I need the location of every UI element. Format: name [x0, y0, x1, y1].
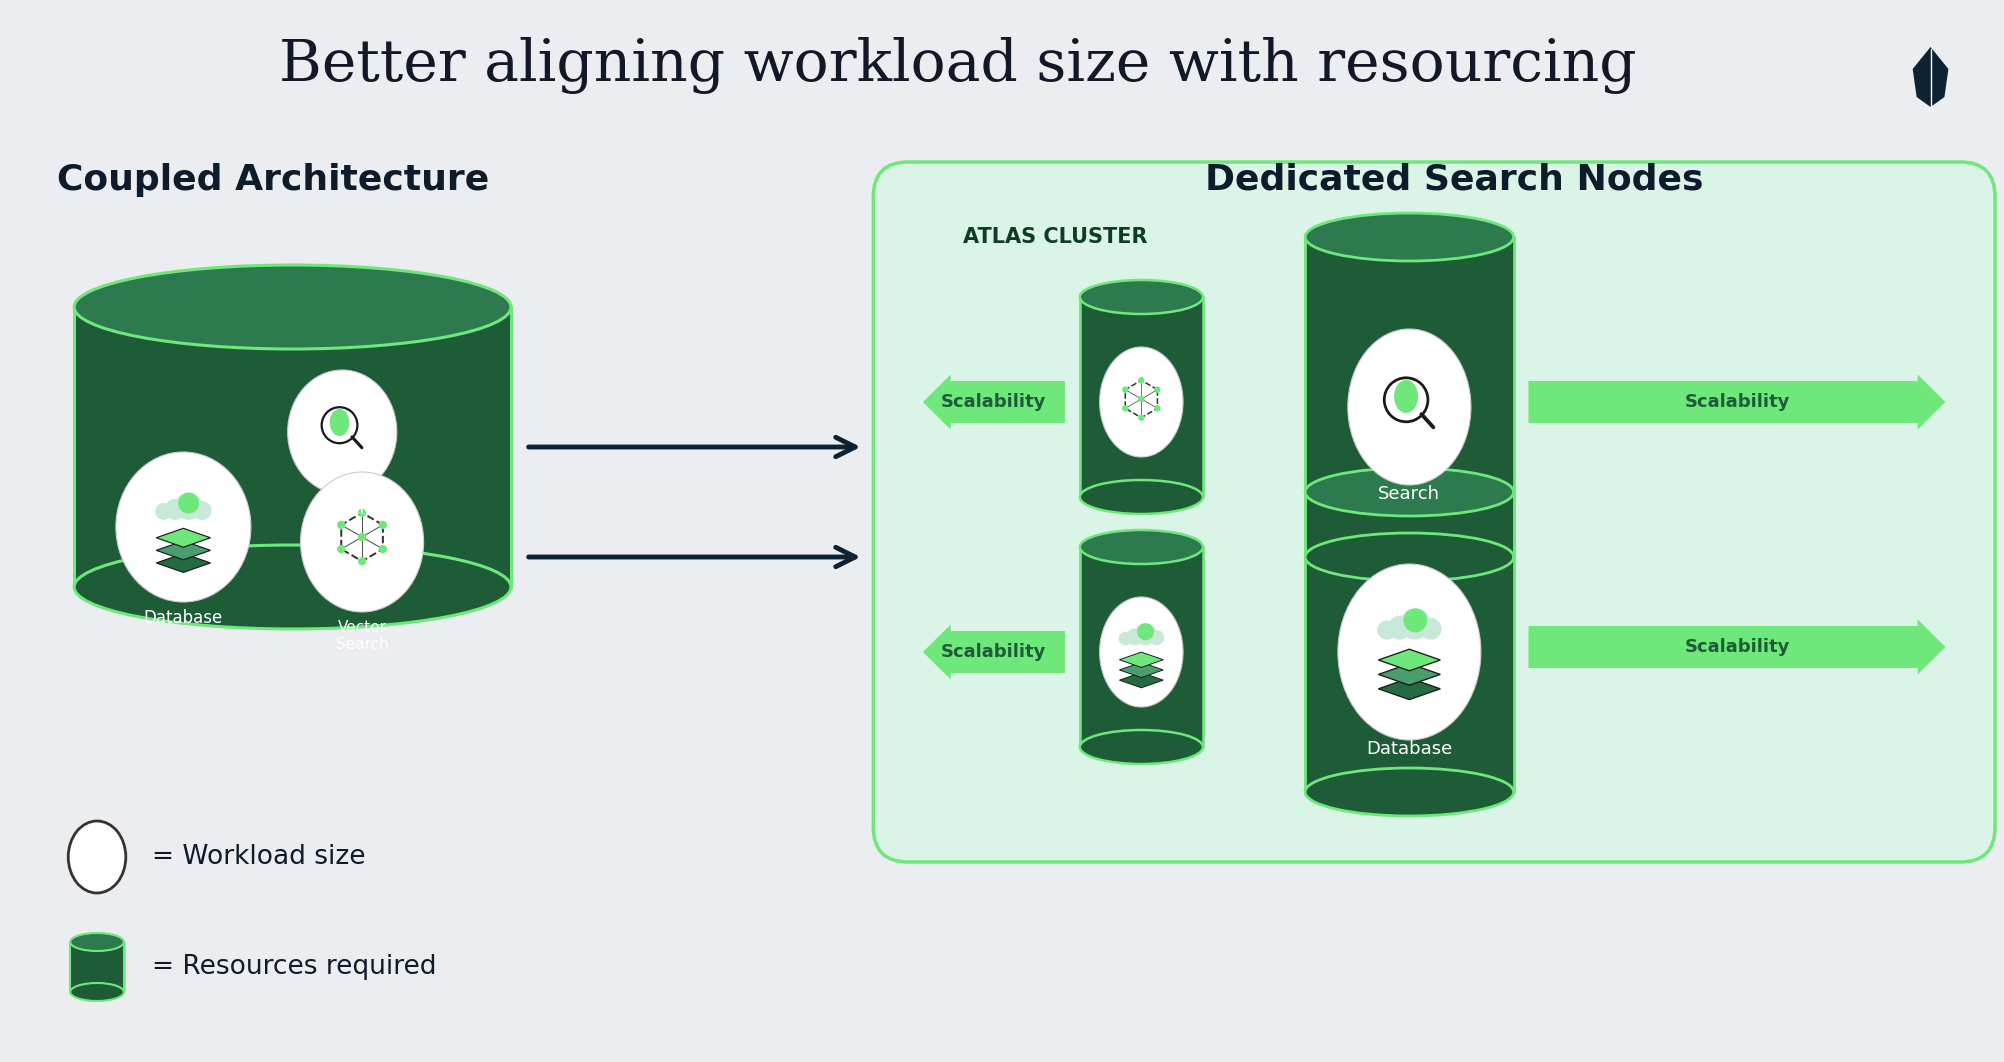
Ellipse shape — [1305, 213, 1513, 261]
Polygon shape — [1379, 649, 1441, 671]
Polygon shape — [1912, 47, 1948, 107]
Circle shape — [174, 493, 202, 520]
Text: = Resources required: = Resources required — [152, 954, 437, 980]
Circle shape — [379, 520, 387, 529]
Ellipse shape — [1305, 468, 1513, 516]
Polygon shape — [1305, 492, 1513, 792]
Circle shape — [178, 493, 198, 514]
Circle shape — [1401, 609, 1431, 639]
Ellipse shape — [289, 370, 397, 494]
Circle shape — [1138, 396, 1144, 402]
FancyBboxPatch shape — [874, 162, 1996, 862]
Ellipse shape — [1080, 730, 1202, 764]
Polygon shape — [1379, 664, 1441, 685]
Circle shape — [1154, 405, 1160, 412]
Ellipse shape — [1339, 564, 1481, 740]
Circle shape — [154, 503, 172, 520]
Text: Scalability: Scalability — [1683, 638, 1790, 656]
Text: Scalability: Scalability — [942, 643, 1046, 661]
Text: Scalability: Scalability — [942, 393, 1046, 411]
Circle shape — [1148, 630, 1164, 646]
Circle shape — [1138, 414, 1144, 421]
Ellipse shape — [1305, 768, 1513, 816]
Ellipse shape — [74, 266, 511, 349]
Circle shape — [359, 533, 367, 542]
Circle shape — [1122, 387, 1128, 393]
Text: = Workload size: = Workload size — [152, 844, 365, 870]
Ellipse shape — [1100, 347, 1182, 457]
FancyArrow shape — [924, 624, 1064, 680]
Ellipse shape — [70, 983, 124, 1001]
Circle shape — [192, 501, 212, 520]
FancyArrow shape — [924, 375, 1064, 429]
Polygon shape — [70, 942, 124, 992]
Ellipse shape — [1100, 597, 1182, 707]
Circle shape — [1122, 405, 1128, 412]
Circle shape — [1136, 623, 1154, 640]
Circle shape — [1377, 620, 1397, 639]
Circle shape — [1389, 616, 1411, 639]
Ellipse shape — [301, 472, 423, 612]
Circle shape — [359, 509, 367, 517]
Text: Database: Database — [144, 609, 222, 627]
Circle shape — [1403, 609, 1427, 632]
Ellipse shape — [1080, 530, 1202, 564]
Polygon shape — [1080, 297, 1202, 497]
Text: Database: Database — [1367, 740, 1453, 758]
Text: ATLAS CLUSTER: ATLAS CLUSTER — [962, 227, 1146, 247]
Ellipse shape — [116, 452, 250, 602]
Ellipse shape — [1395, 380, 1419, 413]
Ellipse shape — [70, 933, 124, 950]
FancyArrow shape — [1529, 619, 1946, 674]
Circle shape — [164, 499, 186, 520]
Polygon shape — [1379, 678, 1441, 700]
Circle shape — [337, 545, 345, 553]
Circle shape — [1118, 632, 1132, 646]
Polygon shape — [1120, 652, 1162, 667]
FancyArrow shape — [1529, 375, 1946, 429]
Circle shape — [379, 545, 387, 553]
Polygon shape — [156, 541, 210, 560]
Ellipse shape — [74, 545, 511, 629]
Circle shape — [1126, 629, 1142, 646]
Text: Scalability: Scalability — [1683, 393, 1790, 411]
Circle shape — [1138, 377, 1144, 383]
Text: Better aligning workload size with resourcing: Better aligning workload size with resou… — [279, 37, 1637, 95]
Ellipse shape — [1080, 480, 1202, 514]
Ellipse shape — [68, 821, 126, 893]
Ellipse shape — [1080, 280, 1202, 314]
Circle shape — [359, 558, 367, 565]
Circle shape — [1154, 387, 1160, 393]
Polygon shape — [156, 528, 210, 547]
Polygon shape — [1080, 547, 1202, 747]
Text: Search: Search — [1379, 485, 1441, 503]
Text: Search: Search — [315, 500, 371, 518]
Text: Dedicated Search Nodes: Dedicated Search Nodes — [1204, 162, 1703, 196]
Text: Vector
Search: Vector Search — [337, 620, 389, 652]
Polygon shape — [74, 307, 511, 587]
Text: Coupled Architecture: Coupled Architecture — [56, 162, 489, 196]
Polygon shape — [1120, 663, 1162, 678]
Circle shape — [1134, 623, 1156, 646]
Circle shape — [1421, 618, 1441, 639]
Circle shape — [337, 520, 345, 529]
Ellipse shape — [331, 409, 349, 436]
Polygon shape — [1120, 672, 1162, 688]
Ellipse shape — [1305, 533, 1513, 581]
Polygon shape — [156, 553, 210, 572]
Polygon shape — [1305, 237, 1513, 556]
Ellipse shape — [1349, 329, 1471, 485]
